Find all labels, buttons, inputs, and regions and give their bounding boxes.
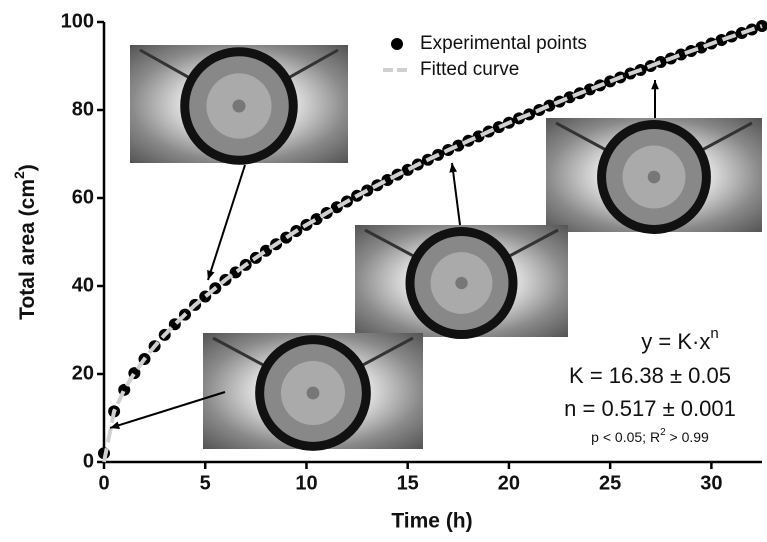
equation-sup: n <box>710 325 718 342</box>
y-label-text: ) <box>16 164 39 171</box>
stats-text: p < 0.05; R <box>591 429 660 445</box>
x-tick-label: 25 <box>599 472 621 494</box>
legend-label: Experimental points <box>420 33 587 54</box>
x-tick-label: 15 <box>397 472 419 494</box>
y-tick-label: 100 <box>61 10 94 32</box>
legend-label: Fitted curve <box>420 59 519 80</box>
x-tick-label: 10 <box>295 472 317 494</box>
plot <box>97 19 767 469</box>
stats: p < 0.05; R2 > 0.99 <box>591 427 709 445</box>
x-tick-label: 20 <box>498 472 520 494</box>
k-value: K = 16.38 ± 0.05 <box>569 363 731 388</box>
inset-spot <box>232 99 246 113</box>
y-tick-label: 20 <box>72 362 94 384</box>
y-label-sup: 2 <box>11 171 27 179</box>
inset-spot <box>647 170 661 184</box>
insets <box>109 45 762 451</box>
arrow-head <box>110 421 120 429</box>
x-tick-label: 30 <box>700 472 722 494</box>
y-tick-label: 60 <box>72 186 94 208</box>
arrow-head <box>651 80 659 90</box>
equation-text: y = K·x <box>641 329 710 354</box>
y-tick-label: 80 <box>72 98 94 120</box>
y-label-text: Total area (cm <box>16 179 39 320</box>
arrow-head <box>207 270 215 280</box>
y-tick-label: 40 <box>72 274 94 296</box>
y-axis-label: Total area (cm2) <box>11 164 39 320</box>
inset-spot <box>306 386 320 400</box>
arrow-head <box>449 163 458 173</box>
fitted-curve <box>102 24 763 463</box>
arrow <box>451 162 461 226</box>
x-axis-label: Time (h) <box>391 510 472 533</box>
equation: y = K·xn <box>641 325 718 354</box>
n-value: n = 0.517 ± 0.001 <box>564 396 736 421</box>
x-tick-label: 0 <box>98 472 109 494</box>
inset-spot <box>455 276 468 290</box>
x-tick-label: 5 <box>200 472 211 494</box>
annotation: y = K·xn K = 16.38 ± 0.05 n = 0.517 ± 0.… <box>564 325 736 445</box>
stats-sup: 2 <box>660 427 666 438</box>
y-tick-label: 0 <box>83 450 94 472</box>
arrow <box>109 391 226 429</box>
arrow <box>207 164 246 281</box>
legend-marker <box>391 38 403 50</box>
stats-text: > 0.99 <box>666 429 709 445</box>
